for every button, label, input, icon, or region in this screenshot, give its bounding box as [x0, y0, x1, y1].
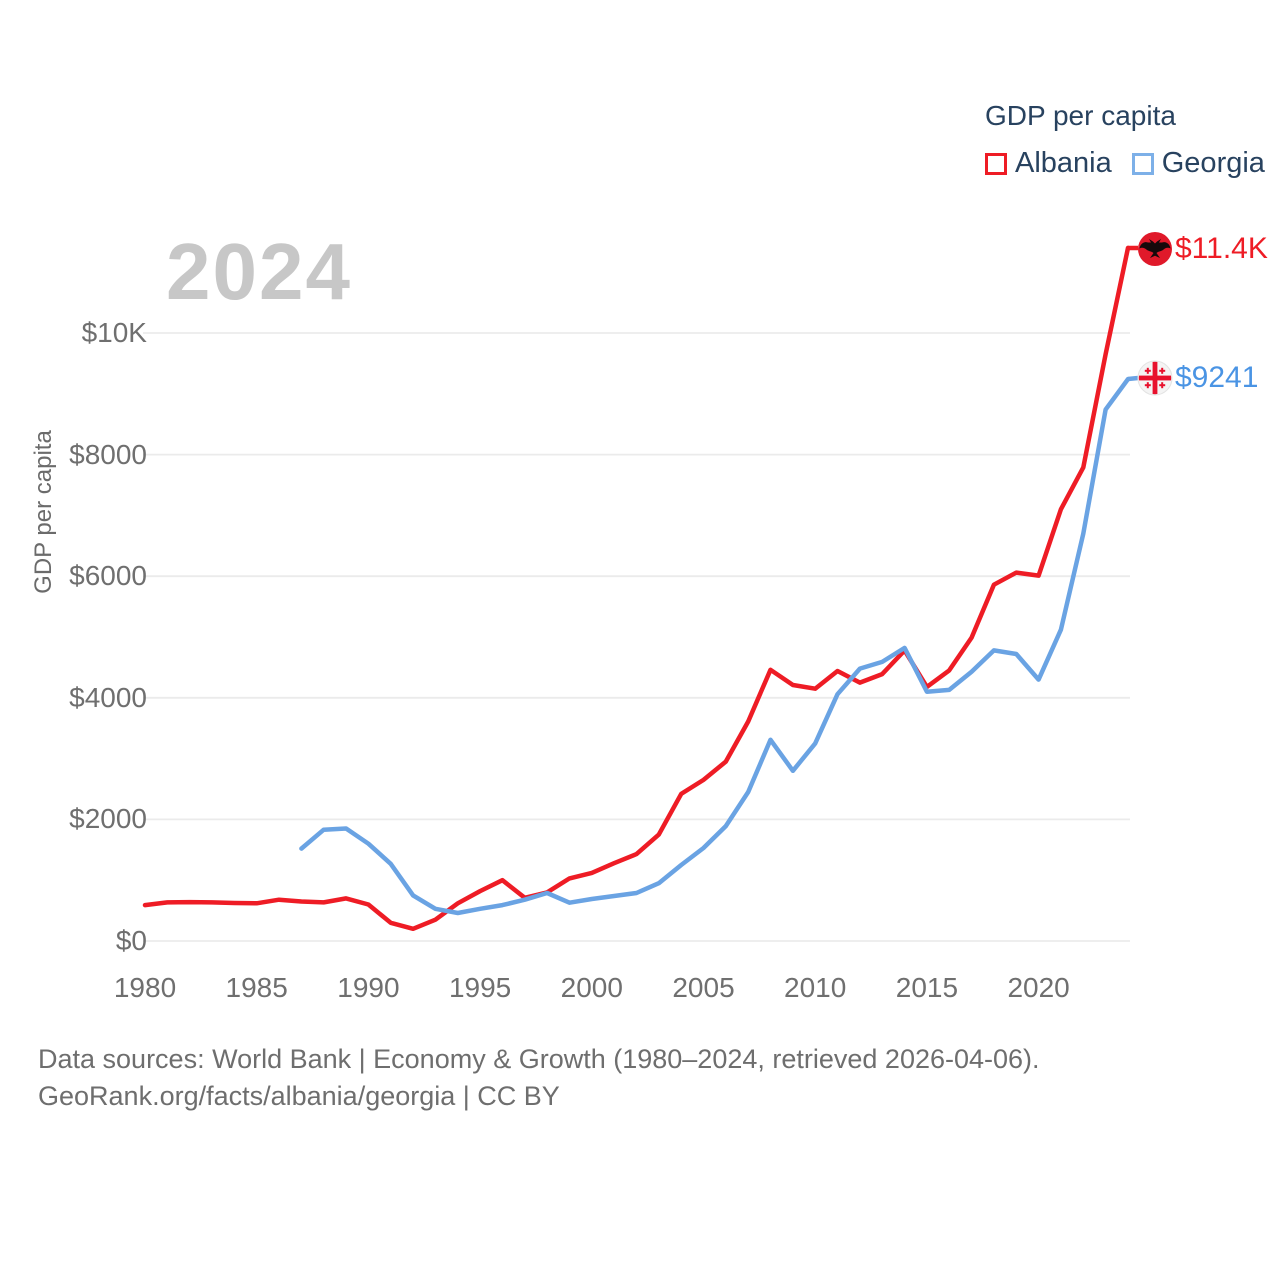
- albania-value-label: $11.4K: [1175, 232, 1268, 265]
- x-tick-label: 1980: [113, 972, 177, 1003]
- albania-line[interactable]: [142, 245, 1131, 932]
- y-tick-label: $0: [115, 925, 147, 956]
- attribution-text: GeoRank.org/facts/albania/georgia | CC B…: [38, 1081, 560, 1111]
- y-tick-label: $4000: [69, 681, 147, 713]
- x-tick-label: 1995: [448, 972, 512, 1003]
- georgia-swatch-icon: [1131, 152, 1154, 175]
- albania-swatch-icon: [985, 152, 1007, 175]
- x-tick-label: 2010: [784, 972, 847, 1003]
- x-tick-label: 2005: [672, 972, 735, 1003]
- legend-label-albania: Albania: [1015, 147, 1112, 179]
- y-axis-title: GDP per capita: [30, 430, 57, 594]
- data-source-text: Data sources: World Bank | Economy & Gro…: [38, 1044, 1040, 1074]
- y-tick-label: $2000: [69, 803, 147, 835]
- watermark-year: 2024: [166, 227, 352, 316]
- x-tick-label: 2015: [895, 972, 959, 1003]
- x-tick-label: 2020: [1007, 972, 1070, 1003]
- x-tick-label: 1990: [337, 972, 400, 1003]
- georgia-end-connector: [1127, 375, 1139, 382]
- chart-legend: GDP per capita Albania Georgia: [985, 100, 1265, 180]
- legend-label-georgia: Georgia: [1161, 147, 1265, 179]
- legend-item-albania[interactable]: Albania: [985, 147, 1112, 180]
- legend-title: GDP per capita: [985, 100, 1176, 131]
- albania-flag-icon: [1138, 232, 1172, 266]
- y-tick-label: $10K: [81, 317, 147, 348]
- legend-row: Albania Georgia: [985, 147, 1265, 180]
- georgia-line[interactable]: [299, 376, 1131, 916]
- georgia-flag-icon: [1137, 360, 1173, 396]
- georgia-value-label: $9241: [1175, 361, 1259, 394]
- x-tick-label: 1985: [225, 972, 288, 1003]
- x-tick-label: 2000: [560, 972, 623, 1003]
- gridlines: [143, 332, 1130, 942]
- y-tick-label: $6000: [69, 560, 147, 592]
- y-tick-label: $8000: [69, 438, 147, 470]
- legend-item-georgia[interactable]: Georgia: [1131, 147, 1265, 180]
